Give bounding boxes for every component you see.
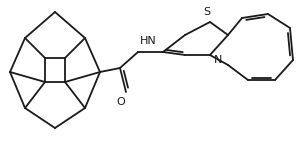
Text: O: O — [117, 97, 125, 107]
Text: S: S — [204, 7, 211, 17]
Text: HN: HN — [140, 36, 156, 46]
Text: N: N — [214, 55, 222, 65]
